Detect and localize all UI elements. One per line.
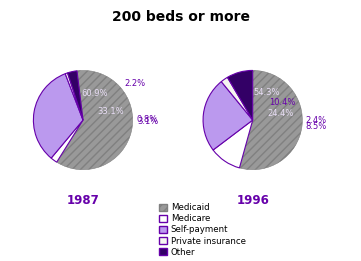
Text: 33.1%: 33.1% <box>97 107 124 116</box>
Wedge shape <box>34 74 83 158</box>
Text: 2.2%: 2.2% <box>125 79 145 88</box>
Text: 24.4%: 24.4% <box>268 109 294 118</box>
Wedge shape <box>227 70 253 120</box>
Text: 200 beds or more: 200 beds or more <box>112 10 249 25</box>
Wedge shape <box>57 70 132 170</box>
Text: 0.8%: 0.8% <box>137 115 158 124</box>
Wedge shape <box>239 70 302 170</box>
Text: 2.4%: 2.4% <box>306 116 327 125</box>
Wedge shape <box>213 120 253 168</box>
Text: 8.5%: 8.5% <box>305 122 327 131</box>
Wedge shape <box>65 73 83 120</box>
Wedge shape <box>51 120 83 162</box>
Text: 1987: 1987 <box>67 193 99 206</box>
Text: 60.9%: 60.9% <box>81 89 108 98</box>
Wedge shape <box>221 77 253 120</box>
Wedge shape <box>68 71 83 120</box>
Text: 3.1%: 3.1% <box>137 117 158 126</box>
Text: 54.3%: 54.3% <box>253 88 280 97</box>
Text: 1996: 1996 <box>236 193 269 206</box>
Text: 10.4%: 10.4% <box>269 98 295 108</box>
Legend: Medicaid, Medicare, Self-payment, Private insurance, Other: Medicaid, Medicare, Self-payment, Privat… <box>158 203 246 257</box>
Wedge shape <box>203 82 253 150</box>
